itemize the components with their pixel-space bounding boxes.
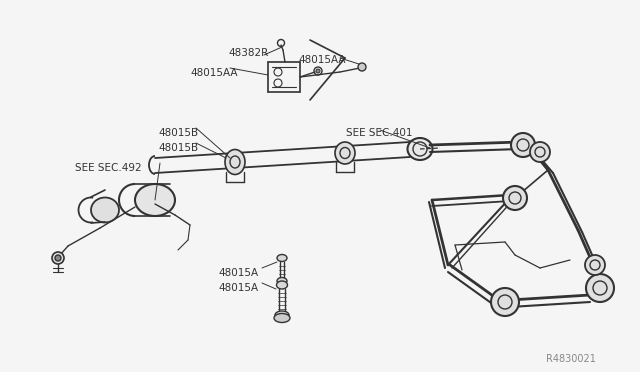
Text: 48015AA: 48015AA	[298, 55, 346, 65]
Text: 48015B: 48015B	[158, 143, 198, 153]
Circle shape	[52, 252, 64, 264]
Text: 48382R: 48382R	[228, 48, 268, 58]
Circle shape	[511, 133, 535, 157]
Circle shape	[316, 69, 320, 73]
Ellipse shape	[91, 198, 119, 222]
Circle shape	[530, 142, 550, 162]
Text: 48015A: 48015A	[218, 268, 258, 278]
Circle shape	[491, 288, 519, 316]
Ellipse shape	[275, 311, 289, 319]
Ellipse shape	[276, 281, 287, 289]
Text: 48015A: 48015A	[218, 283, 258, 293]
Ellipse shape	[135, 184, 175, 216]
Circle shape	[358, 63, 366, 71]
Ellipse shape	[277, 254, 287, 262]
Ellipse shape	[277, 278, 287, 285]
Ellipse shape	[225, 150, 245, 174]
Text: 48015AA: 48015AA	[190, 68, 237, 78]
Circle shape	[55, 255, 61, 261]
Circle shape	[503, 186, 527, 210]
Ellipse shape	[335, 142, 355, 164]
Circle shape	[585, 255, 605, 275]
Circle shape	[586, 274, 614, 302]
Text: 48015B: 48015B	[158, 128, 198, 138]
Ellipse shape	[408, 138, 433, 160]
Text: SEE SEC.492: SEE SEC.492	[75, 163, 141, 173]
Ellipse shape	[274, 314, 290, 323]
Text: R4830021: R4830021	[546, 354, 596, 364]
Text: SEE SEC.401: SEE SEC.401	[346, 128, 413, 138]
